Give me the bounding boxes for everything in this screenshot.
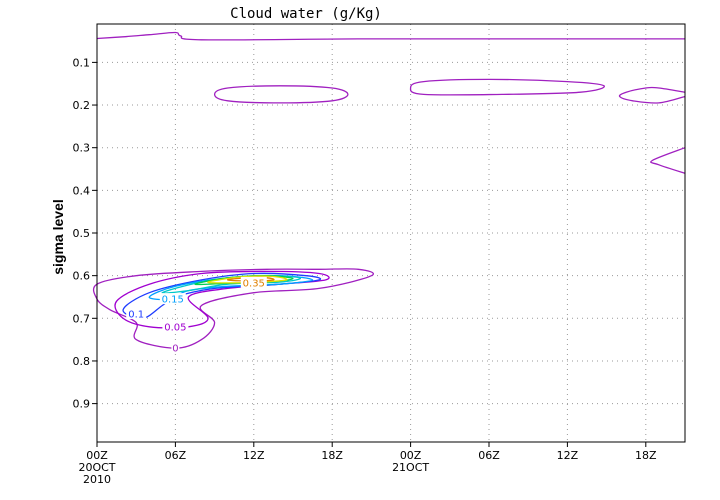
plot-frame [96,23,686,443]
contour-label: 0.1 [128,310,144,321]
y-tick-label: 0.5 [73,227,91,240]
gridlines [97,24,685,442]
y-tick-label: 0.3 [73,142,91,155]
y-tick-label: 0.8 [73,355,91,368]
contour-line [207,275,288,284]
contour-line [92,268,374,349]
contour-label-bg [159,293,186,305]
y-axis: 0.1 0.2 0.3 0.4 0.5 0.6 0.7 0.8 0.9 [73,56,97,411]
x-tick-label: 18Z [321,449,343,462]
y-axis-label: sigma level [50,199,66,275]
contour-label: 0.15 [162,295,184,306]
y-tick-label: 0.2 [73,99,91,112]
y-tick-label: 0.1 [73,56,91,69]
x-tick-sublabel: 21OCT [392,461,429,474]
contour-label-bg [240,276,267,288]
x-tick-label: 18Z [635,449,657,462]
x-tick-label: 06Z [478,449,500,462]
x-tick-label: 06Z [165,449,187,462]
x-tick-label: 00Z [400,449,422,462]
y-tick-label: 0.9 [73,398,91,411]
contour-line [122,272,322,319]
chart-title: Cloud water (g/Kg) [230,6,382,22]
y-tick-label: 0.4 [73,184,91,197]
contour-labels: 0 0.05 0.1 0.15 0.35 [126,276,267,355]
y-tick-label: 0.7 [73,312,91,325]
contour-label: 0 [172,344,178,355]
contour-label-bg [171,342,180,354]
y-tick-label: 0.6 [73,270,91,283]
contour-line [650,147,686,174]
x-tick-sublabel: 2010 [83,473,111,486]
contour-line [618,86,686,104]
contour-line [213,85,349,104]
contour-lines [92,31,686,349]
x-tick-label: 00Z [86,449,108,462]
contour-label-bg [126,308,147,320]
x-tick-label: 12Z [557,449,579,462]
contour-line [409,78,605,96]
contour-line [96,31,685,41]
x-tick-sublabel: 20OCT [78,461,115,474]
x-tick-label: 12Z [243,449,265,462]
contour-label: 0.35 [243,278,265,289]
contour-label-bg [162,320,189,332]
contour-label: 0.05 [164,322,186,333]
